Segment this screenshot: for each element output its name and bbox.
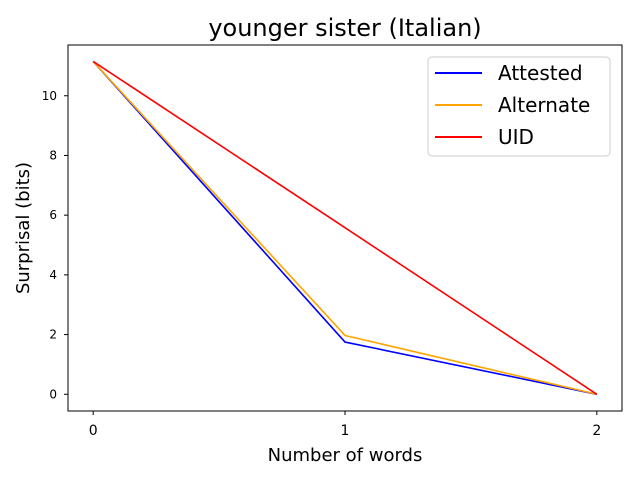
y-tick-label: 2 [49, 328, 57, 342]
y-tick-label: 0 [49, 387, 57, 401]
y-tick-label: 4 [49, 268, 57, 282]
legend: Attested Alternate UID [427, 56, 611, 157]
legend-label-attested: Attested [498, 61, 583, 85]
series-line-uid [92, 60, 598, 395]
y-axis-label: Surprisal (bits) [13, 162, 34, 294]
x-axis: 0 1 2 [89, 411, 601, 439]
y-tick-label: 10 [42, 89, 57, 103]
y-tick-label: 6 [49, 208, 57, 222]
legend-label-alternate: Alternate [498, 93, 590, 117]
y-axis: 0 2 4 6 8 10 [42, 89, 68, 401]
y-tick-label: 8 [49, 148, 57, 162]
legend-label-uid: UID [498, 125, 534, 149]
x-axis-label: Number of words [268, 445, 423, 466]
series-line-alternate [92, 60, 598, 396]
x-tick-label: 0 [89, 423, 98, 439]
plot-area [92, 60, 598, 396]
legend-box [427, 56, 611, 157]
x-tick-label: 1 [341, 423, 350, 439]
x-tick-label: 2 [592, 423, 601, 439]
series-line-attested [92, 60, 597, 396]
chart-title: younger sister (Italian) [208, 14, 481, 42]
